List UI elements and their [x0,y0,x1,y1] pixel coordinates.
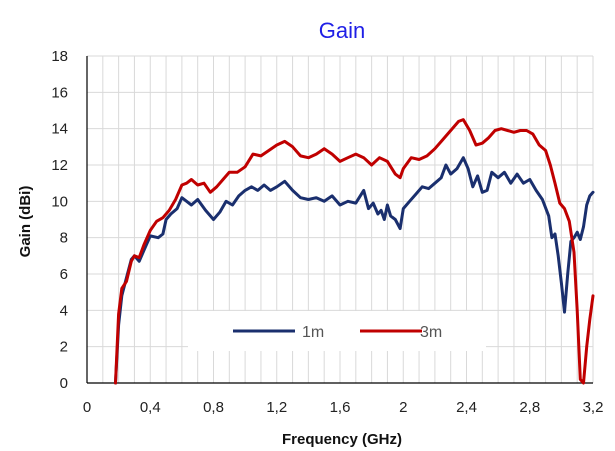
x-tick-label: 1,6 [330,399,351,416]
chart-title: Gain [319,18,365,43]
tick-labels: 0 0,4 0,8 1,2 1,6 2 2,4 2,8 3,2 0 2 4 6 8 10 12 14 16 18 [51,48,603,416]
y-tick-label: 18 [51,48,68,65]
legend: 1m 3m [188,311,486,351]
data-series [114,118,595,385]
series-line-3m [114,118,595,385]
x-tick-label: 1,2 [266,399,287,416]
y-tick-label: 12 [51,157,68,174]
x-tick-label: 0,8 [203,399,224,416]
y-tick-label: 6 [60,266,68,283]
x-tick-label: 2 [399,399,407,416]
y-tick-label: 16 [51,84,68,101]
x-tick-label: 0,4 [140,399,161,416]
x-tick-label: 2,4 [456,399,477,416]
y-tick-label: 4 [60,302,68,319]
x-tick-label: 0 [83,399,91,416]
axes [86,56,593,384]
y-tick-label: 8 [60,230,68,247]
legend-label-3m: 3m [420,324,442,341]
legend-label-1m: 1m [302,324,324,341]
x-axis-title: Frequency (GHz) [282,431,402,448]
x-tick-label: 3,2 [583,399,604,416]
x-tick-label: 2,8 [519,399,540,416]
y-axis-title: Gain (dBi) [17,186,34,258]
y-tick-label: 0 [60,375,68,392]
y-tick-label: 14 [51,121,68,138]
series-line-1m [114,156,595,385]
y-tick-label: 2 [60,339,68,356]
y-tick-label: 10 [51,193,68,210]
